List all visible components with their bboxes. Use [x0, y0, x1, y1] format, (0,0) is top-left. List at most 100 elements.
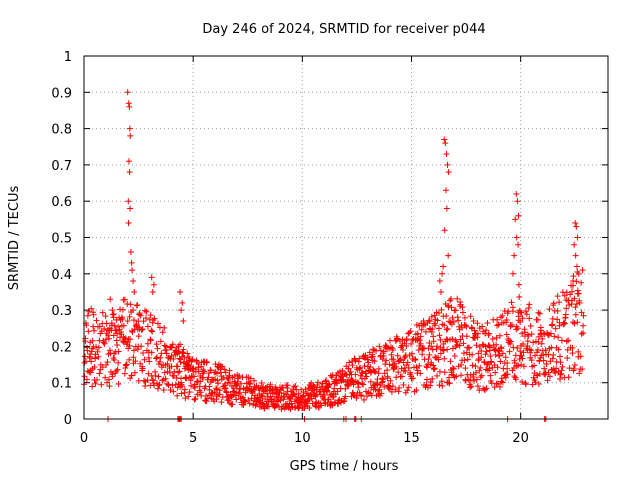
data-point: [536, 310, 543, 317]
data-point: [408, 340, 415, 347]
data-point: [429, 326, 436, 333]
data-point: [473, 376, 480, 383]
data-point: [168, 352, 175, 359]
data-point: [178, 390, 185, 397]
data-point: [245, 397, 252, 404]
data-point: [483, 348, 490, 355]
data-point: [435, 309, 442, 316]
data-point: [379, 356, 386, 363]
data-point: [356, 355, 363, 362]
data-point: [156, 324, 163, 331]
data-point: [394, 335, 401, 342]
data-point: [169, 341, 176, 348]
data-point: [462, 365, 469, 372]
data-point: [522, 381, 529, 388]
data-point: [212, 369, 219, 376]
data-point: [186, 389, 193, 396]
data-point: [540, 352, 547, 359]
data-point: [576, 370, 583, 377]
y-tick-label: 0.4: [51, 268, 72, 283]
data-point: [359, 369, 366, 376]
data-point: [574, 319, 581, 326]
data-point: [444, 161, 451, 168]
data-point: [429, 375, 436, 382]
data-point: [277, 397, 284, 404]
data-point: [439, 270, 446, 277]
data-point: [524, 338, 531, 345]
data-point: [495, 380, 502, 387]
data-point: [359, 380, 366, 387]
data-point: [526, 301, 533, 308]
data-point: [140, 349, 147, 356]
data-point: [142, 307, 149, 314]
data-point: [101, 340, 108, 347]
data-point: [314, 379, 321, 386]
data-point: [434, 343, 441, 350]
data-point: [84, 312, 91, 319]
data-point: [441, 322, 448, 329]
data-point: [503, 331, 510, 338]
data-point: [126, 313, 133, 320]
data-point: [380, 352, 387, 359]
data-point: [124, 89, 131, 96]
data-point: [486, 365, 493, 372]
data-point: [158, 350, 165, 357]
data-point: [436, 332, 443, 339]
data-point: [154, 354, 161, 361]
data-point: [221, 366, 228, 373]
data-point: [463, 323, 470, 330]
data-point: [513, 190, 520, 197]
data-point: [238, 380, 245, 387]
data-point: [93, 343, 100, 350]
data-point: [545, 369, 552, 376]
data-point: [214, 386, 221, 393]
data-point: [459, 304, 466, 311]
data-point: [151, 315, 158, 322]
data-point: [506, 348, 513, 355]
data-point: [154, 320, 161, 327]
data-point: [93, 376, 100, 383]
data-point: [157, 354, 164, 361]
data-point: [559, 363, 566, 370]
data-point: [396, 357, 403, 364]
data-point: [447, 296, 454, 303]
data-point: [526, 315, 533, 322]
data-point: [184, 350, 191, 357]
data-point: [565, 337, 572, 344]
data-point: [93, 317, 100, 324]
data-point: [514, 345, 521, 352]
y-tick-label: 0.2: [51, 340, 72, 355]
data-point: [135, 333, 142, 340]
data-point: [114, 330, 121, 337]
data-point: [177, 341, 184, 348]
data-point: [89, 383, 96, 390]
data-point: [131, 369, 138, 376]
data-point: [452, 307, 459, 314]
data-point: [474, 383, 481, 390]
data-point: [561, 292, 568, 299]
data-point: [239, 394, 246, 401]
data-point: [113, 327, 120, 334]
data-point: [479, 323, 486, 330]
data-point: [119, 316, 126, 323]
data-point: [126, 169, 133, 176]
data-point: [400, 382, 407, 389]
data-point: [88, 358, 95, 365]
data-point: [170, 356, 177, 363]
data-point: [443, 336, 450, 343]
data-point: [571, 362, 578, 369]
data-point: [434, 372, 441, 379]
data-point: [499, 312, 506, 319]
data-point: [427, 378, 434, 385]
data-point: [384, 373, 391, 380]
data-point: [558, 367, 565, 374]
data-point: [115, 381, 122, 388]
data-point: [470, 317, 477, 324]
data-point: [575, 290, 582, 297]
data-point: [461, 357, 468, 364]
data-point: [425, 317, 432, 324]
data-point: [417, 340, 424, 347]
data-point: [418, 326, 425, 333]
data-point: [91, 364, 98, 371]
data-point: [478, 348, 485, 355]
